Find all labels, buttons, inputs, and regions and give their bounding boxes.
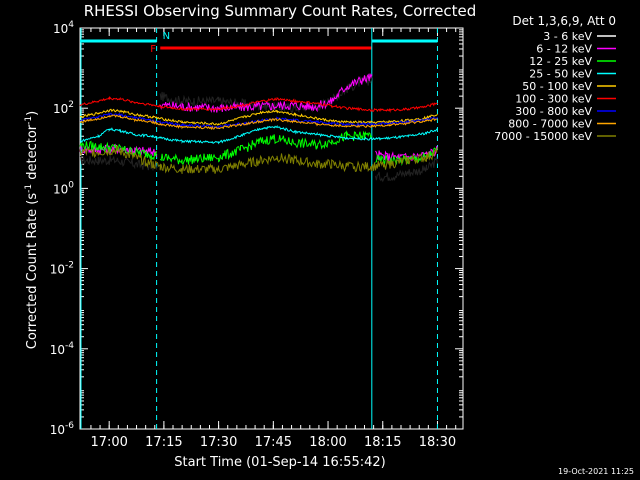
y-tick-label: 10-4	[50, 341, 75, 357]
x-tick-label: 18:30	[419, 435, 456, 450]
x-tick-label: 18:00	[309, 435, 346, 450]
x-tick-label: 17:30	[200, 435, 237, 450]
legend-label-8: 7000 - 15000 keV	[494, 130, 592, 143]
series-line-5	[79, 95, 438, 113]
legend-label-1: 6 - 12 keV	[536, 43, 592, 56]
y-tick-label: 10-2	[50, 261, 74, 277]
series-line-4	[79, 108, 438, 126]
chart-title: RHESSI Observing Summary Count Rates, Co…	[84, 2, 477, 20]
flare-label: F	[150, 44, 156, 55]
series-line-3	[79, 124, 438, 145]
legend-label-3: 25 - 50 keV	[529, 68, 592, 81]
x-tick-label: 17:15	[145, 435, 182, 450]
legend-label-0: 3 - 6 keV	[543, 30, 592, 43]
legend-title: Det 1,3,6,9, Att 0	[512, 14, 616, 28]
orbit-annotations: NF	[80, 28, 438, 429]
y-tick-label: 10-6	[50, 421, 75, 437]
series-line-2	[79, 130, 438, 167]
legend-label-6: 300 - 800 keV	[515, 105, 592, 118]
x-tick-label: 18:15	[364, 435, 401, 450]
legend-label-5: 100 - 300 keV	[515, 93, 592, 106]
series-layer	[79, 73, 438, 183]
series-line-7	[79, 114, 438, 131]
legend-label-4: 50 - 100 keV	[522, 80, 592, 93]
plot-frame	[79, 27, 464, 430]
timestamp: 19-Oct-2021 11:25	[558, 467, 634, 476]
y-tick-label: 100	[53, 180, 74, 196]
x-axis: 17:00 17:15 17:30 17:45 18:00 18:15 18:30	[90, 28, 457, 450]
y-tick-label: 104	[53, 20, 74, 36]
legend-label-7: 800 - 7000 keV	[508, 118, 592, 131]
night-label: N	[163, 31, 170, 42]
y-tick-label: 102	[53, 100, 74, 116]
x-axis-label: Start Time (01-Sep-14 16:55:42)	[174, 455, 385, 470]
series-line-8	[79, 145, 438, 174]
x-tick-label: 17:45	[255, 435, 292, 450]
y-axis: 10-6 10-4 10-2 100 102 104	[50, 20, 463, 437]
legend-label-2: 12 - 25 keV	[529, 55, 592, 68]
y-axis-label: Corrected Count Rate (s-1 detector-1)	[24, 111, 40, 349]
x-tick-label: 17:00	[90, 435, 127, 450]
